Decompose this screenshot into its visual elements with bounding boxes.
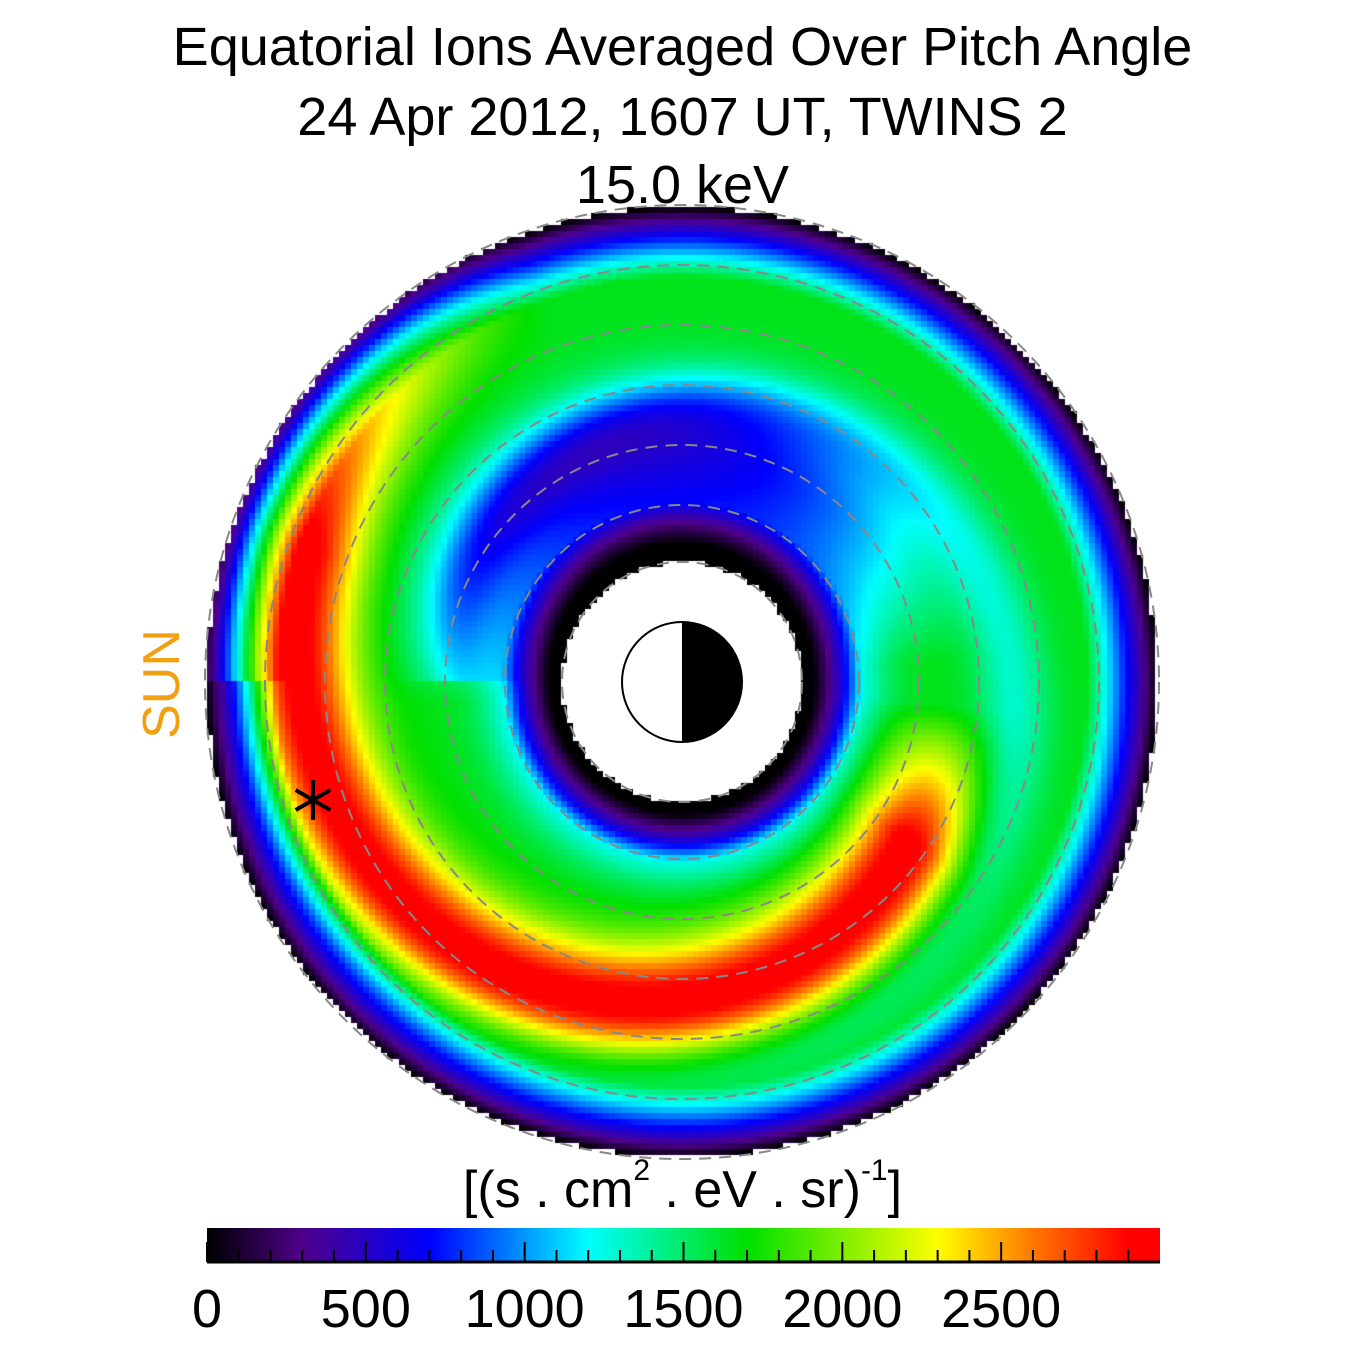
chart-title-line1: Equatorial Ions Averaged Over Pitch Angl…	[172, 17, 1193, 77]
colorbar-tick-label: 1000	[464, 1279, 585, 1339]
colorbar	[207, 1228, 1160, 1262]
chart-title-energy: 15.0 keV	[575, 155, 790, 215]
colorbar-tick-label: 500	[320, 1279, 411, 1339]
units-part: ]	[887, 1161, 903, 1219]
colorbar-tick-label: 2000	[782, 1279, 903, 1339]
grid-circle	[264, 264, 1100, 1100]
spacecraft-asterisk-icon	[294, 780, 332, 820]
asterisk-stroke	[294, 788, 332, 812]
grid-circle	[204, 204, 1160, 1160]
earth-night-side	[682, 622, 742, 742]
grid-circle	[384, 384, 980, 980]
grid-circle	[504, 504, 860, 860]
colorbar-tick-label: 1500	[623, 1279, 744, 1339]
colorbar-tick-label: 2500	[941, 1279, 1062, 1339]
colorbar-units-label: [(s . cm2 . eV . sr)-1]	[0, 1154, 1365, 1220]
sun-direction-label: SUN	[133, 629, 191, 739]
grid-circle	[444, 444, 920, 920]
units-part: . eV . sr)	[650, 1161, 861, 1219]
units-exponent: -1	[860, 1154, 888, 1187]
units-exponent: 2	[633, 1154, 651, 1187]
colorbar-tick-label: 0	[191, 1279, 223, 1339]
chart-title-line2: 24 Apr 2012, 1607 UT, TWINS 2	[297, 87, 1068, 147]
grid-circle	[561, 561, 803, 803]
earth-icon	[621, 621, 743, 743]
units-part: [(s . cm	[462, 1161, 634, 1219]
grid-circle	[324, 324, 1040, 1040]
asterisk-stroke	[294, 788, 332, 812]
